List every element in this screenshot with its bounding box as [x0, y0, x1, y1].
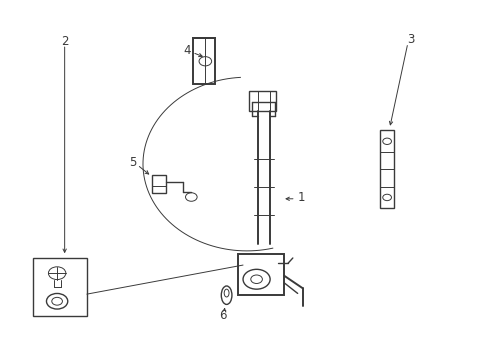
Bar [33, 258, 87, 316]
Bar [192, 38, 215, 84]
Text: 5: 5 [128, 157, 136, 170]
Bar [380, 130, 393, 208]
Text: 4: 4 [183, 44, 191, 57]
Text: 2: 2 [61, 35, 68, 48]
Text: 3: 3 [407, 33, 414, 46]
Text: 1: 1 [297, 190, 305, 203]
Bar [238, 255, 284, 295]
Bar [152, 175, 165, 193]
Text: 6: 6 [219, 309, 226, 322]
Bar [249, 91, 276, 111]
